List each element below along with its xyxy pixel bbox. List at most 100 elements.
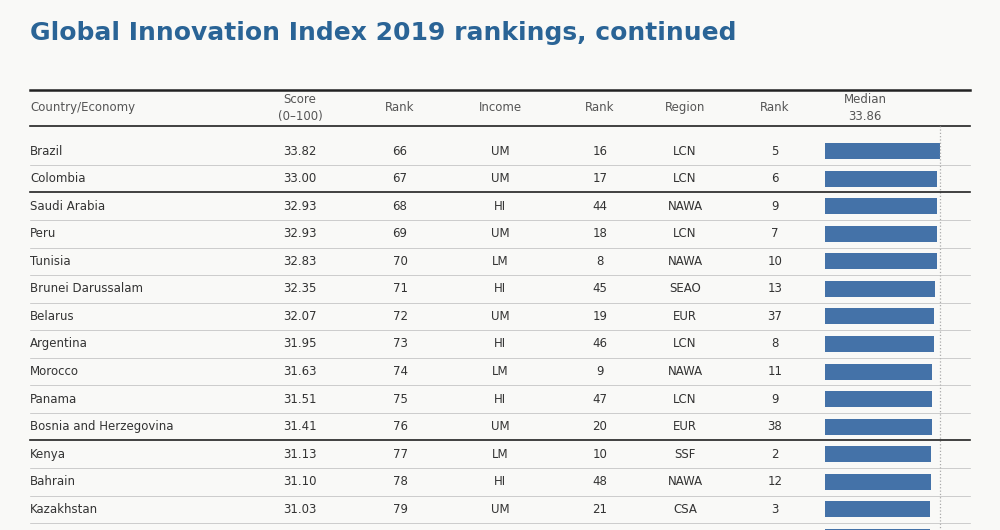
Text: Belarus: Belarus [30,310,75,323]
Bar [825,336,934,352]
Text: 9: 9 [771,200,779,213]
Text: 70: 70 [393,255,407,268]
Text: 32.35: 32.35 [283,282,317,295]
Text: 77: 77 [392,448,408,461]
Text: 10: 10 [593,448,607,461]
Text: 32.93: 32.93 [283,200,317,213]
Bar [825,364,932,379]
Text: UM: UM [491,503,509,516]
Text: Morocco: Morocco [30,365,79,378]
Text: LCN: LCN [673,393,697,405]
Text: 19: 19 [592,310,608,323]
Text: HI: HI [494,338,506,350]
Text: 44: 44 [592,200,608,213]
Text: 7: 7 [771,227,779,240]
Text: Tunisia: Tunisia [30,255,71,268]
Text: Region: Region [665,101,705,114]
Text: LCN: LCN [673,338,697,350]
Bar [825,419,932,435]
Text: 79: 79 [392,503,408,516]
Text: 69: 69 [392,227,408,240]
Text: UM: UM [491,145,509,157]
Text: 31.51: 31.51 [283,393,317,405]
Text: Country/Economy: Country/Economy [30,101,135,114]
Text: LM: LM [492,255,508,268]
Text: EUR: EUR [673,420,697,433]
Text: Rank: Rank [385,101,415,114]
Bar [825,198,937,214]
Text: 32.83: 32.83 [283,255,317,268]
Text: LM: LM [492,365,508,378]
Text: Panama: Panama [30,393,77,405]
Text: 75: 75 [393,393,407,405]
Text: LCN: LCN [673,145,697,157]
Text: Brazil: Brazil [30,145,63,157]
Text: Score
(0–100): Score (0–100) [278,93,322,122]
Text: 48: 48 [593,475,607,488]
Text: 45: 45 [593,282,607,295]
Text: Rank: Rank [760,101,790,114]
Text: LM: LM [492,448,508,461]
Text: 18: 18 [593,227,607,240]
Bar [825,391,932,407]
Text: 31.03: 31.03 [283,503,317,516]
Text: 31.13: 31.13 [283,448,317,461]
Text: 20: 20 [593,420,607,433]
Text: Kazakhstan: Kazakhstan [30,503,98,516]
Text: 76: 76 [392,420,408,433]
Text: Median
33.86: Median 33.86 [844,93,887,122]
Bar [825,143,940,159]
Text: UM: UM [491,172,509,185]
Bar [825,171,937,187]
Text: Rank: Rank [585,101,615,114]
Text: UM: UM [491,310,509,323]
Text: Peru: Peru [30,227,56,240]
Text: Kenya: Kenya [30,448,66,461]
Text: 33.82: 33.82 [283,145,317,157]
Text: 66: 66 [392,145,408,157]
Bar [825,308,934,324]
Text: EUR: EUR [673,310,697,323]
Text: 31.63: 31.63 [283,365,317,378]
Text: 9: 9 [771,393,779,405]
Bar [825,226,937,242]
Text: 5: 5 [771,145,779,157]
Bar [825,253,937,269]
Text: NAWA: NAWA [667,365,703,378]
Text: 38: 38 [768,420,782,433]
Bar [825,529,930,530]
Text: 74: 74 [392,365,408,378]
Text: UM: UM [491,420,509,433]
Text: SEAO: SEAO [669,282,701,295]
Text: Saudi Arabia: Saudi Arabia [30,200,105,213]
Text: Income: Income [478,101,522,114]
Text: 68: 68 [393,200,407,213]
Text: 16: 16 [592,145,608,157]
Text: HI: HI [494,282,506,295]
Text: NAWA: NAWA [667,255,703,268]
Text: 3: 3 [771,503,779,516]
Text: 10: 10 [768,255,782,268]
Bar [825,446,931,462]
Text: 78: 78 [393,475,407,488]
Text: 21: 21 [592,503,608,516]
Text: 6: 6 [771,172,779,185]
Text: Bahrain: Bahrain [30,475,76,488]
Bar [825,281,935,297]
Bar [825,501,930,517]
Text: 8: 8 [771,338,779,350]
Text: NAWA: NAWA [667,475,703,488]
Text: HI: HI [494,475,506,488]
Text: 46: 46 [592,338,608,350]
Text: 73: 73 [393,338,407,350]
Text: 33.00: 33.00 [283,172,317,185]
Text: 17: 17 [592,172,608,185]
Text: SSF: SSF [674,448,696,461]
Text: 67: 67 [392,172,408,185]
Text: 31.95: 31.95 [283,338,317,350]
Text: 32.07: 32.07 [283,310,317,323]
Text: NAWA: NAWA [667,200,703,213]
Text: 8: 8 [596,255,604,268]
Text: Bosnia and Herzegovina: Bosnia and Herzegovina [30,420,174,433]
Text: 71: 71 [392,282,408,295]
